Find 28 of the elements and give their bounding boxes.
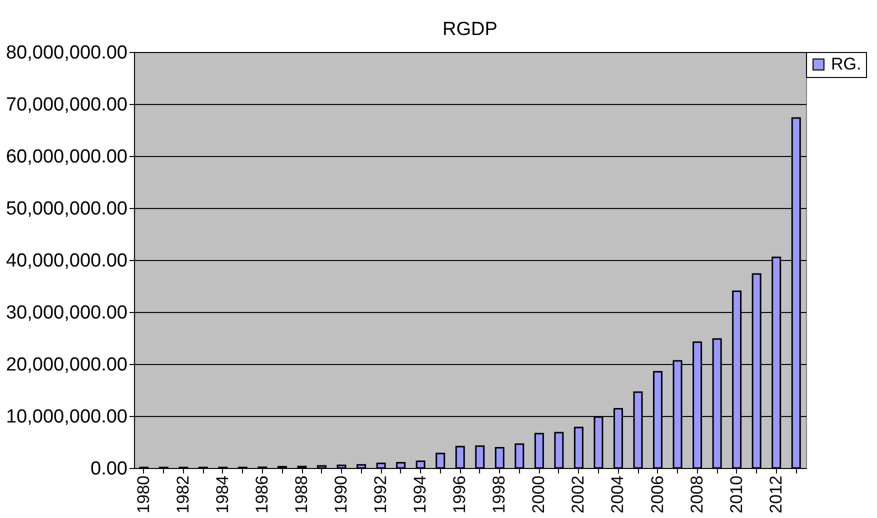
x-tick-label: 1996: [450, 476, 470, 514]
x-tick-label: 1986: [252, 476, 272, 514]
y-tick-label: 70,000,000.00: [6, 94, 128, 116]
chart-title: RGDP: [442, 19, 498, 40]
y-tick-label: 10,000,000.00: [6, 406, 128, 428]
y-tick-label: 30,000,000.00: [6, 302, 128, 324]
x-tick-label: 2006: [648, 476, 667, 514]
x-tick-label: 1992: [371, 476, 390, 514]
x-tick-label: 1980: [134, 476, 153, 514]
x-tick-label: 1984: [212, 476, 232, 514]
y-tick-label: 0.00: [90, 458, 128, 480]
y-tick-label: 20,000,000.00: [6, 354, 128, 376]
x-tick-label: 2000: [529, 476, 548, 514]
x-tick-label: 1994: [410, 476, 430, 514]
x-tick-label: 1988: [292, 476, 311, 514]
y-tick-label: 60,000,000.00: [6, 146, 128, 168]
x-tick-label: 1990: [332, 476, 351, 514]
x-tick-label: 2002: [568, 476, 588, 514]
legend-label: RG.: [831, 54, 862, 74]
x-tick-label: 2008: [687, 476, 706, 514]
x-tick-label: 2012: [766, 476, 786, 514]
y-tick-label: 80,000,000.00: [6, 42, 128, 64]
y-tick-label: 50,000,000.00: [6, 198, 128, 220]
x-tick-label: 2004: [608, 476, 628, 514]
x-tick-label: 2010: [726, 476, 746, 514]
x-tick-label: 1998: [490, 476, 509, 514]
y-tick-label: 40,000,000.00: [6, 250, 128, 272]
x-tick-label: 1982: [173, 476, 192, 514]
